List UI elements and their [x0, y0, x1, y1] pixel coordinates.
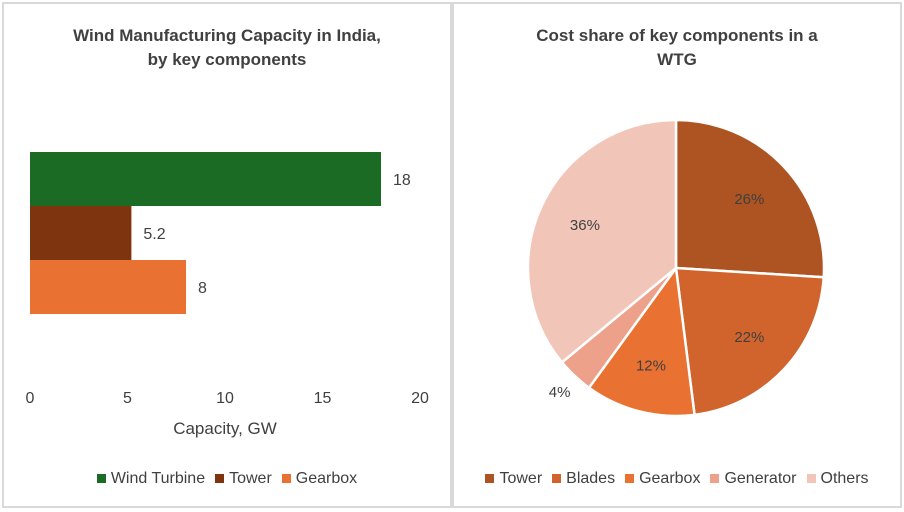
legend-swatch [96, 474, 106, 483]
legend-label: Generator [724, 470, 797, 487]
bar-gearbox [30, 260, 186, 314]
legend-item: Tower [485, 470, 542, 487]
legend-item: Blades [552, 470, 615, 487]
bar-chart-title: Wind Manufacturing Capacity in India, by… [4, 24, 450, 72]
x-tick-label: 20 [411, 390, 429, 407]
pie-slice-gearbox [587, 264, 696, 418]
legend-item: Others [806, 470, 869, 487]
pie-legend: Tower Blades Gearbox Generator Others [454, 470, 900, 488]
legend-label: Wind Turbine [110, 470, 206, 487]
pie-chart-title: Cost share of key components in a WTG [454, 24, 900, 72]
legend-label: Blades [566, 470, 616, 487]
legend-swatch [552, 474, 562, 483]
data-label: 12% [636, 357, 666, 374]
legend-item: Wind Turbine [96, 470, 206, 487]
bar-chart-svg: 18 5.2 8 0 5 10 15 20 Capacity, GW [26, 152, 429, 438]
pie-chart-panel: Cost share of key components in a WTG 26… [452, 2, 902, 508]
legend-swatch [625, 474, 635, 483]
title-line: WTG [657, 50, 697, 69]
data-label: 4% [549, 384, 571, 401]
pie-slice-blades [674, 266, 826, 417]
x-tick-label: 5 [123, 390, 132, 407]
data-label: 22% [734, 329, 764, 346]
title-line: Cost share of key components in a [536, 26, 818, 45]
data-label: 5.2 [143, 226, 165, 243]
x-tick-label: 0 [26, 390, 35, 407]
data-label: 18 [393, 172, 411, 189]
x-axis-title: Capacity, GW [173, 419, 277, 438]
bar-chart-panel: Wind Manufacturing Capacity in India, by… [2, 2, 452, 508]
title-line: by key components [147, 50, 307, 69]
legend-item: Tower [215, 470, 272, 487]
legend-swatch [485, 474, 495, 483]
legend-item: Generator [710, 470, 797, 487]
legend-label: Gearbox [639, 470, 701, 487]
data-label: 26% [734, 191, 764, 208]
legend-label: Gearbox [295, 470, 358, 487]
title-line: Wind Manufacturing Capacity in India, [73, 26, 381, 45]
data-label: 8 [198, 280, 207, 297]
pie-slice-tower [674, 118, 826, 279]
x-tick-label: 15 [314, 390, 332, 407]
bar-tower [30, 206, 132, 260]
legend-swatch [710, 474, 720, 483]
legend-swatch [215, 474, 225, 483]
legend-item: Gearbox [625, 470, 700, 487]
x-tick-label: 10 [216, 390, 234, 407]
legend-item: Gearbox [281, 470, 358, 487]
legend-label: Tower [229, 470, 272, 487]
bar-wind-turbine [30, 152, 381, 206]
legend-label: Others [820, 470, 869, 487]
legend-label: Tower [499, 470, 543, 487]
data-label: 36% [570, 217, 600, 234]
pie-slice-others [526, 118, 678, 365]
legend-swatch [281, 474, 291, 483]
bar-legend: Wind Turbine Tower Gearbox [4, 470, 450, 488]
pie-chart-svg: 26% 22% 12% 4% 36% [526, 118, 826, 418]
legend-swatch [806, 474, 816, 483]
